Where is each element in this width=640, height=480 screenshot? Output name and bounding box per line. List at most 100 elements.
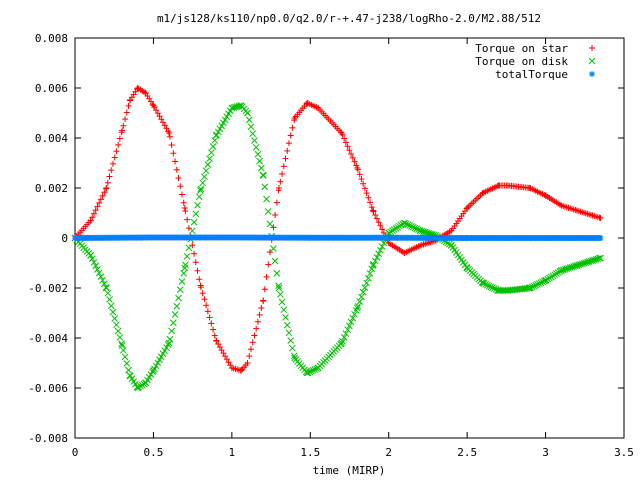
data-point: [189, 242, 196, 249]
data-point: [72, 235, 78, 241]
data-point: [344, 143, 351, 150]
data-point: [277, 178, 284, 185]
data-point: [253, 325, 260, 332]
data-point: [254, 150, 262, 158]
data-point: [275, 282, 282, 290]
data-point: [228, 104, 236, 112]
data-point: [87, 252, 95, 259]
data-point: [185, 225, 192, 232]
data-point: [213, 337, 220, 344]
data-point: [484, 281, 491, 289]
data-point: [206, 155, 213, 162]
data-point: [349, 154, 356, 161]
data-point: [238, 367, 245, 374]
data-point: [351, 158, 358, 165]
data-point: [169, 319, 177, 327]
data-point: [209, 143, 217, 150]
data-point: [526, 185, 533, 191]
data-point: [183, 253, 191, 260]
data-point: [291, 354, 298, 362]
data-point: [208, 320, 215, 327]
data-point: [166, 130, 173, 136]
data-point: [573, 262, 581, 269]
data-point: [363, 190, 370, 197]
data-point: [415, 226, 422, 234]
axes: 0.008 0.006 0.004 0.002 0 -0.002 -0.004 -0.006 -…: [28, 32, 634, 459]
data-point: [284, 147, 291, 154]
data-point: [94, 266, 101, 273]
data-point: [163, 344, 170, 352]
data-point: [409, 223, 417, 231]
data-point: [364, 274, 372, 282]
data-point: [375, 219, 382, 226]
data-point: [479, 190, 486, 196]
data-point: [216, 125, 224, 133]
data-point: [192, 210, 200, 218]
data-point: [287, 132, 294, 139]
legend-label: Torque on disk: [475, 55, 568, 68]
data-point: [103, 185, 110, 191]
data-point: [97, 273, 105, 280]
data-point: [90, 258, 98, 266]
data-point: [168, 142, 175, 148]
data-point: [89, 214, 96, 221]
x-tick-label: 0: [72, 446, 79, 459]
data-point: [113, 148, 120, 155]
data-point: [279, 171, 286, 177]
data-point: [182, 208, 189, 215]
data-point: [123, 360, 131, 367]
data-point: [263, 195, 270, 203]
data-point: [100, 280, 108, 288]
data-point: [165, 339, 173, 347]
y-tick-label: -0.006: [28, 382, 68, 395]
data-point: [597, 254, 604, 262]
data-point: [104, 289, 112, 297]
data-point: [417, 242, 424, 249]
data-point: [171, 311, 179, 318]
data-point: [349, 314, 357, 322]
data-point: [347, 318, 355, 326]
data-point: [122, 116, 129, 123]
data-point: [487, 283, 495, 291]
data-point: [495, 287, 502, 294]
data-point: [309, 366, 317, 374]
legend-marker: [589, 71, 595, 77]
data-point: [408, 223, 415, 230]
data-point: [126, 97, 133, 104]
data-point: [125, 102, 132, 109]
data-point: [558, 202, 565, 209]
data-point: [104, 179, 111, 186]
data-point: [280, 163, 287, 170]
data-point: [530, 282, 538, 290]
data-point: [192, 259, 199, 266]
data-point: [118, 342, 126, 349]
data-point: [249, 339, 256, 346]
data-point: [211, 137, 219, 144]
data-point: [161, 347, 169, 355]
data-point: [385, 240, 392, 246]
series-layer: [71, 85, 604, 392]
data-point: [150, 102, 157, 109]
legend-marker: [589, 45, 595, 51]
data-point: [215, 341, 222, 348]
data-point: [406, 222, 414, 229]
data-point: [526, 284, 534, 292]
data-point: [113, 321, 120, 329]
data-point: [378, 243, 386, 251]
data-point: [314, 364, 322, 372]
data-point: [228, 234, 235, 241]
data-point: [266, 220, 274, 228]
data-point: [158, 116, 165, 123]
data-point: [197, 185, 205, 193]
data-point: [280, 306, 288, 314]
data-point: [164, 341, 172, 349]
data-point: [373, 215, 380, 222]
data-point: [225, 110, 232, 118]
data-point: [249, 130, 257, 137]
data-point: [191, 250, 198, 257]
data-point: [261, 183, 269, 191]
data-point: [106, 173, 113, 180]
data-point: [448, 227, 455, 234]
data-point: [150, 234, 157, 241]
data-point: [126, 372, 134, 379]
